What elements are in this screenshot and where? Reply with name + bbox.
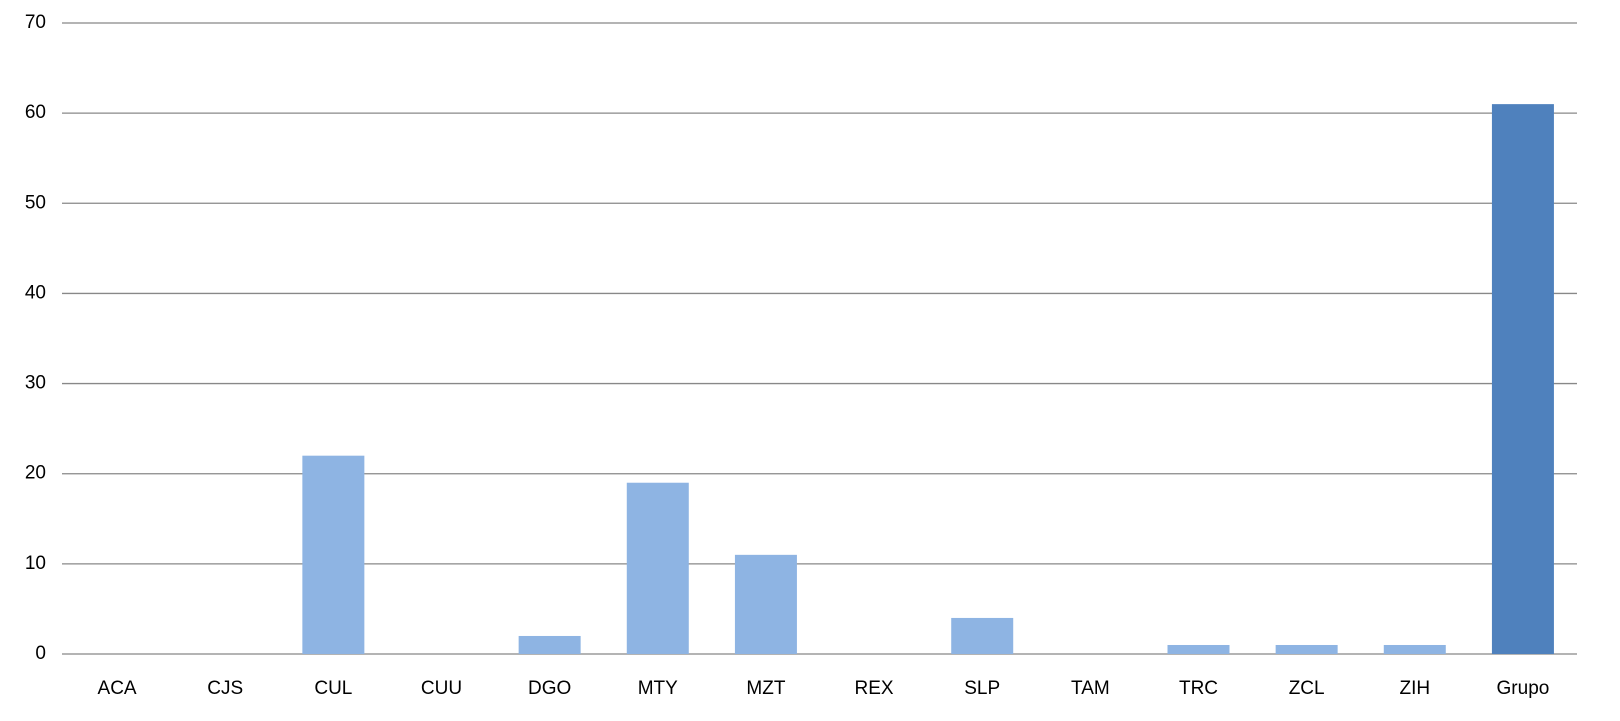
x-tick-label: MTY — [638, 678, 678, 699]
bar — [1491, 104, 1554, 655]
x-tick-label: REX — [855, 678, 894, 699]
bar — [1167, 644, 1230, 654]
y-tick-label: 0 — [35, 643, 46, 664]
bar — [518, 635, 581, 654]
bar — [734, 554, 797, 654]
x-tick-label: CUL — [314, 678, 352, 699]
bar — [302, 455, 365, 654]
bar — [951, 617, 1014, 654]
y-tick-label: 10 — [25, 553, 46, 574]
x-tick-label: ACA — [98, 678, 137, 699]
y-tick-label: 70 — [25, 12, 46, 33]
x-tick-label: CUU — [421, 678, 462, 699]
y-tick-label: 40 — [25, 282, 46, 303]
y-tick-label: 60 — [25, 102, 46, 123]
y-tick-label: 30 — [25, 373, 46, 394]
bar — [1275, 644, 1338, 654]
x-tick-label: SLP — [964, 678, 1000, 699]
y-tick-label: 20 — [25, 463, 46, 484]
x-tick-label: DGO — [528, 678, 571, 699]
y-tick-label: 50 — [25, 192, 46, 213]
x-tick-label: MZT — [746, 678, 785, 699]
x-tick-label: TRC — [1179, 678, 1218, 699]
x-tick-label: ZIH — [1399, 678, 1430, 699]
x-tick-label: CJS — [207, 678, 243, 699]
bar — [1383, 644, 1446, 654]
bar — [626, 482, 689, 654]
x-tick-label: ZCL — [1289, 678, 1325, 699]
x-tick-label: TAM — [1071, 678, 1110, 699]
x-tick-label: Grupo — [1497, 678, 1550, 699]
